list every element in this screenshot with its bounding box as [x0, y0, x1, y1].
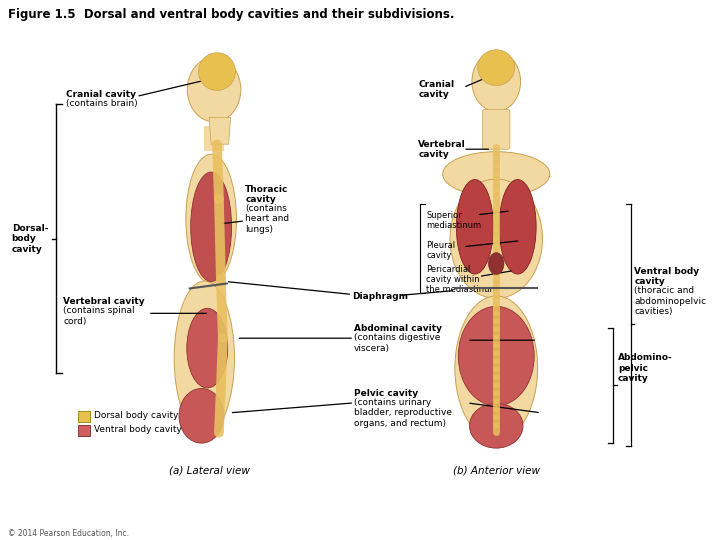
Text: (contains urinary
bladder, reproductive
organs, and rectum): (contains urinary bladder, reproductive …: [354, 398, 452, 428]
Ellipse shape: [472, 52, 521, 111]
Ellipse shape: [488, 253, 504, 274]
Polygon shape: [210, 117, 230, 144]
Ellipse shape: [191, 172, 232, 281]
Ellipse shape: [186, 154, 236, 284]
Text: (thoracic and
abdominopelvic
cavities): (thoracic and abdominopelvic cavities): [634, 287, 706, 316]
FancyBboxPatch shape: [204, 126, 224, 151]
Text: Pleural
cavity: Pleural cavity: [426, 241, 455, 260]
Text: (contains digestive
viscera): (contains digestive viscera): [354, 333, 441, 353]
Ellipse shape: [174, 281, 235, 435]
Ellipse shape: [199, 53, 235, 91]
Ellipse shape: [478, 50, 515, 85]
Text: Dorsal-
body
cavity: Dorsal- body cavity: [12, 224, 48, 254]
FancyBboxPatch shape: [482, 110, 510, 149]
Text: (contains spinal
cord): (contains spinal cord): [63, 306, 135, 326]
Ellipse shape: [459, 306, 534, 406]
Text: Dorsal body cavity: Dorsal body cavity: [94, 411, 179, 420]
Ellipse shape: [455, 296, 538, 440]
FancyBboxPatch shape: [78, 411, 91, 422]
Text: Ventral body cavity: Ventral body cavity: [94, 425, 182, 434]
Ellipse shape: [186, 308, 228, 388]
FancyBboxPatch shape: [78, 425, 91, 436]
Text: Pelvic cavity: Pelvic cavity: [354, 389, 418, 398]
Text: Abdominal cavity: Abdominal cavity: [354, 324, 442, 333]
Text: Superior
mediastinum: Superior mediastinum: [426, 211, 481, 230]
Text: Abdomino-
pelvic
cavity: Abdomino- pelvic cavity: [618, 353, 672, 383]
Text: (a) Lateral view: (a) Lateral view: [168, 465, 250, 476]
Ellipse shape: [499, 180, 536, 274]
Text: Diaphragm: Diaphragm: [352, 292, 408, 301]
Text: Ventral body
cavity: Ventral body cavity: [634, 267, 700, 287]
Text: © 2014 Pearson Education, Inc.: © 2014 Pearson Education, Inc.: [8, 529, 129, 538]
Text: Figure 1.5  Dorsal and ventral body cavities and their subdivisions.: Figure 1.5 Dorsal and ventral body cavit…: [8, 8, 454, 21]
Ellipse shape: [456, 180, 493, 274]
Text: Pericardial
cavity within
the mediastinum: Pericardial cavity within the mediastinu…: [426, 265, 498, 294]
Text: Cranial cavity: Cranial cavity: [66, 91, 136, 99]
Text: (b) Anterior view: (b) Anterior view: [453, 465, 540, 476]
Ellipse shape: [179, 388, 224, 443]
Ellipse shape: [443, 152, 550, 197]
Text: (contains
heart and
lungs): (contains heart and lungs): [246, 204, 289, 234]
Text: Vertebral
cavity: Vertebral cavity: [418, 139, 466, 159]
Ellipse shape: [469, 403, 523, 448]
Text: Thoracic
cavity: Thoracic cavity: [246, 185, 289, 204]
Text: Cranial
cavity: Cranial cavity: [418, 80, 454, 99]
Text: Vertebral cavity: Vertebral cavity: [63, 298, 145, 306]
Text: (contains brain): (contains brain): [66, 99, 138, 109]
Ellipse shape: [450, 179, 542, 299]
Ellipse shape: [187, 57, 240, 122]
